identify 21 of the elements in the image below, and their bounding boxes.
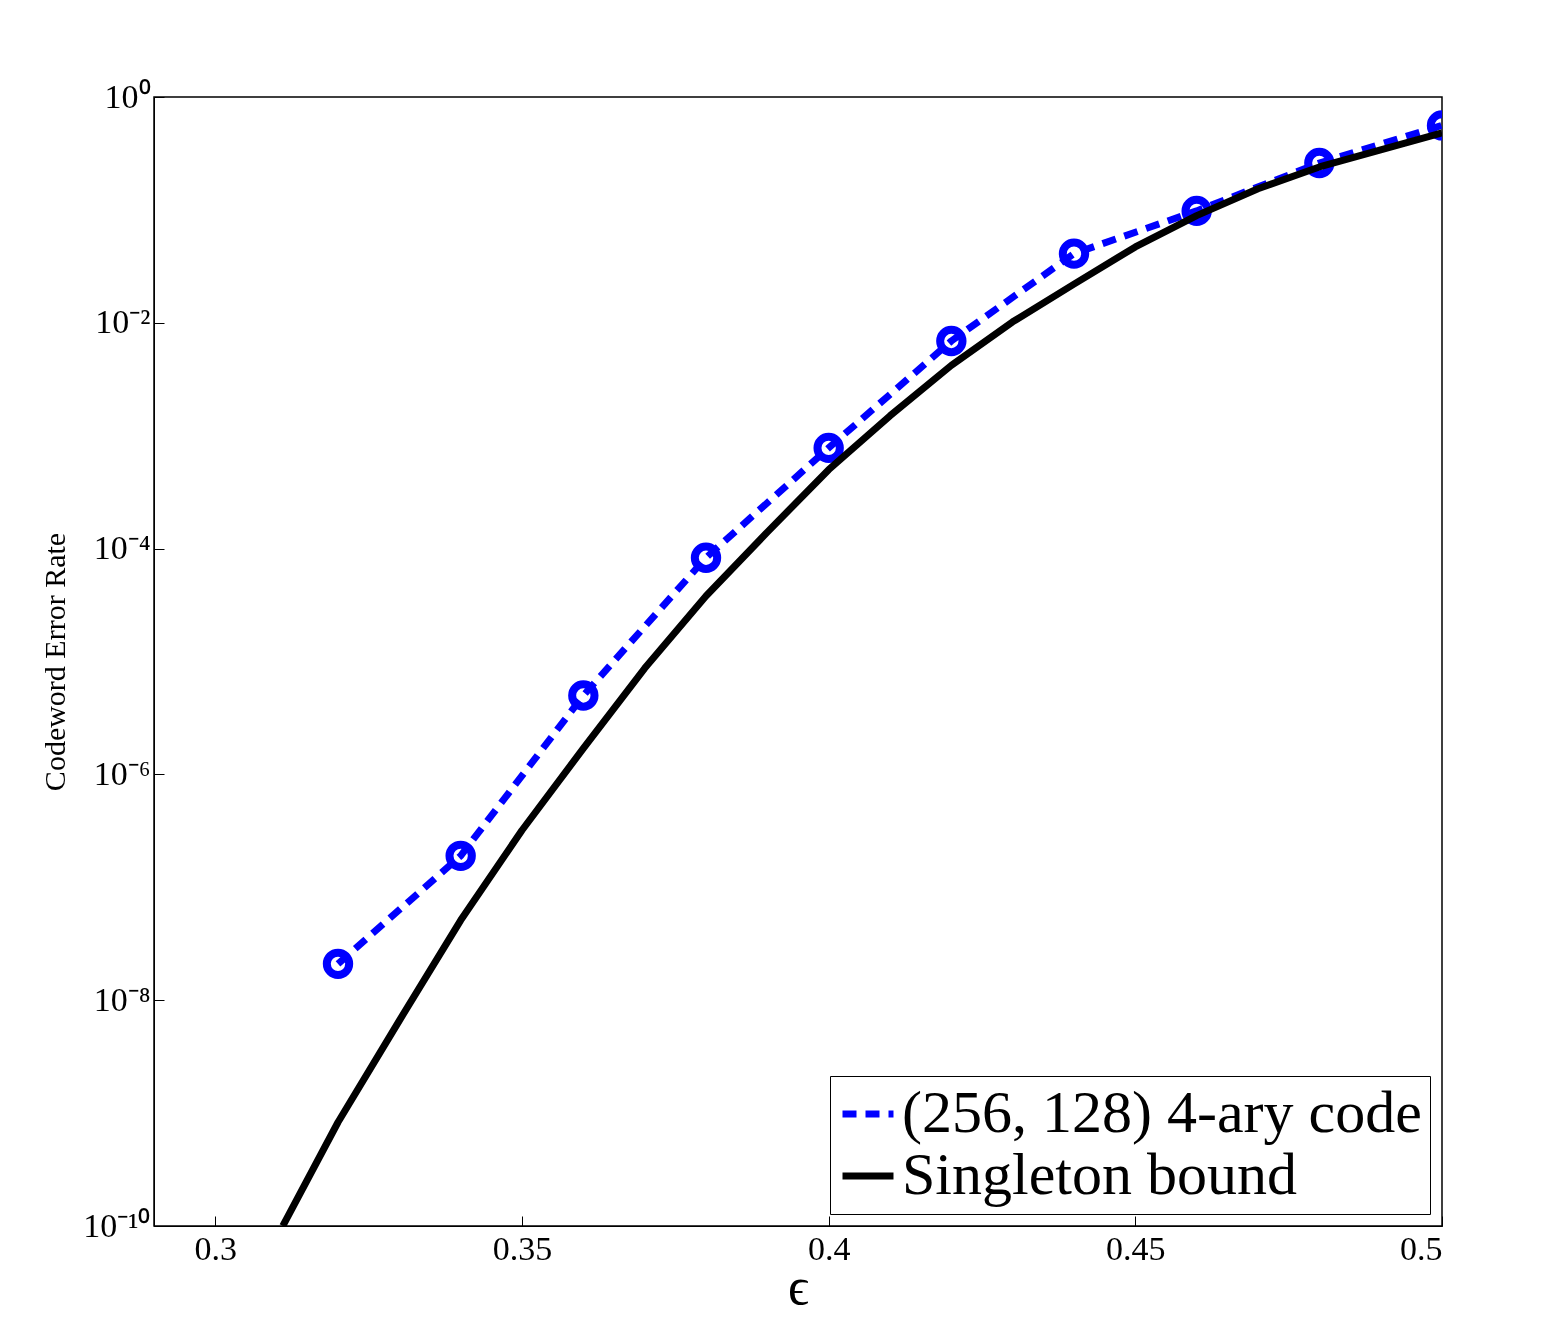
y-tick-label: 10⁰: [104, 77, 151, 115]
x-tick-label: 0.4: [807, 1229, 851, 1267]
x-tick-label: 0.45: [1106, 1229, 1166, 1267]
y-axis-title: Codeword Error Rate: [38, 532, 72, 792]
y-tick-label: 10⁻¹⁰: [83, 1206, 151, 1244]
x-tick-label: 0.35: [492, 1229, 553, 1267]
point: [1058, 238, 1090, 269]
point: [936, 325, 967, 357]
y-tick-label: 10⁻⁸: [93, 980, 151, 1018]
x-axis-title: ϵ: [787, 1257, 810, 1315]
point: [445, 840, 476, 871]
y-tick-label: 10⁻²: [95, 303, 151, 341]
point: [813, 432, 844, 464]
x-tick-label: 0.5: [1400, 1229, 1443, 1267]
point: [322, 948, 354, 979]
y-tick-label: 10⁻⁶: [93, 754, 151, 792]
point: [690, 542, 722, 573]
x-tick-label: 0.3: [194, 1229, 238, 1267]
y-tick-label: 10⁻⁴: [93, 529, 151, 567]
point: [568, 680, 599, 711]
legend-label: (256, 128) 4-ary code: [902, 1079, 1422, 1145]
